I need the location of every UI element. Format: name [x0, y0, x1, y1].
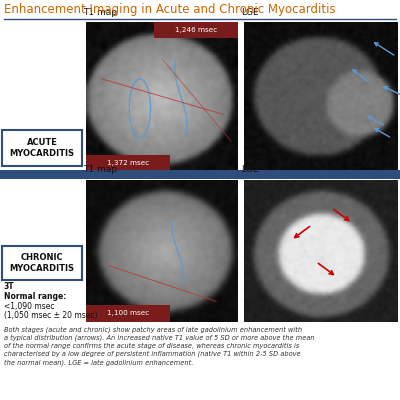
Text: ACUTE
MYOCARDITIS: ACUTE MYOCARDITIS — [10, 138, 74, 158]
Bar — [154, 22, 238, 38]
Text: 1,372 msec: 1,372 msec — [107, 160, 149, 166]
Text: Enhancement Imaging in Acute and Chronic Myocarditis: Enhancement Imaging in Acute and Chronic… — [4, 3, 336, 16]
Text: 1,246 msec: 1,246 msec — [175, 27, 217, 33]
Text: 3T: 3T — [4, 282, 15, 291]
Text: Normal range:: Normal range: — [4, 292, 66, 301]
Text: <1,090 msec: <1,090 msec — [4, 302, 54, 311]
Text: (1,050 msec ± 20 msec): (1,050 msec ± 20 msec) — [4, 311, 98, 320]
Text: CHRONIC
MYOCARDITIS: CHRONIC MYOCARDITIS — [10, 253, 74, 273]
Text: LGE: LGE — [241, 165, 258, 174]
Text: LGE: LGE — [241, 8, 258, 17]
Text: T1 map: T1 map — [83, 8, 117, 17]
Text: 1,100 msec: 1,100 msec — [107, 310, 149, 316]
Text: T1 map: T1 map — [83, 165, 117, 174]
Bar — [86, 155, 170, 170]
Text: Both stages (acute and chronic) show patchy areas of late gadolinium enhancement: Both stages (acute and chronic) show pat… — [4, 326, 315, 366]
Bar — [86, 305, 170, 322]
